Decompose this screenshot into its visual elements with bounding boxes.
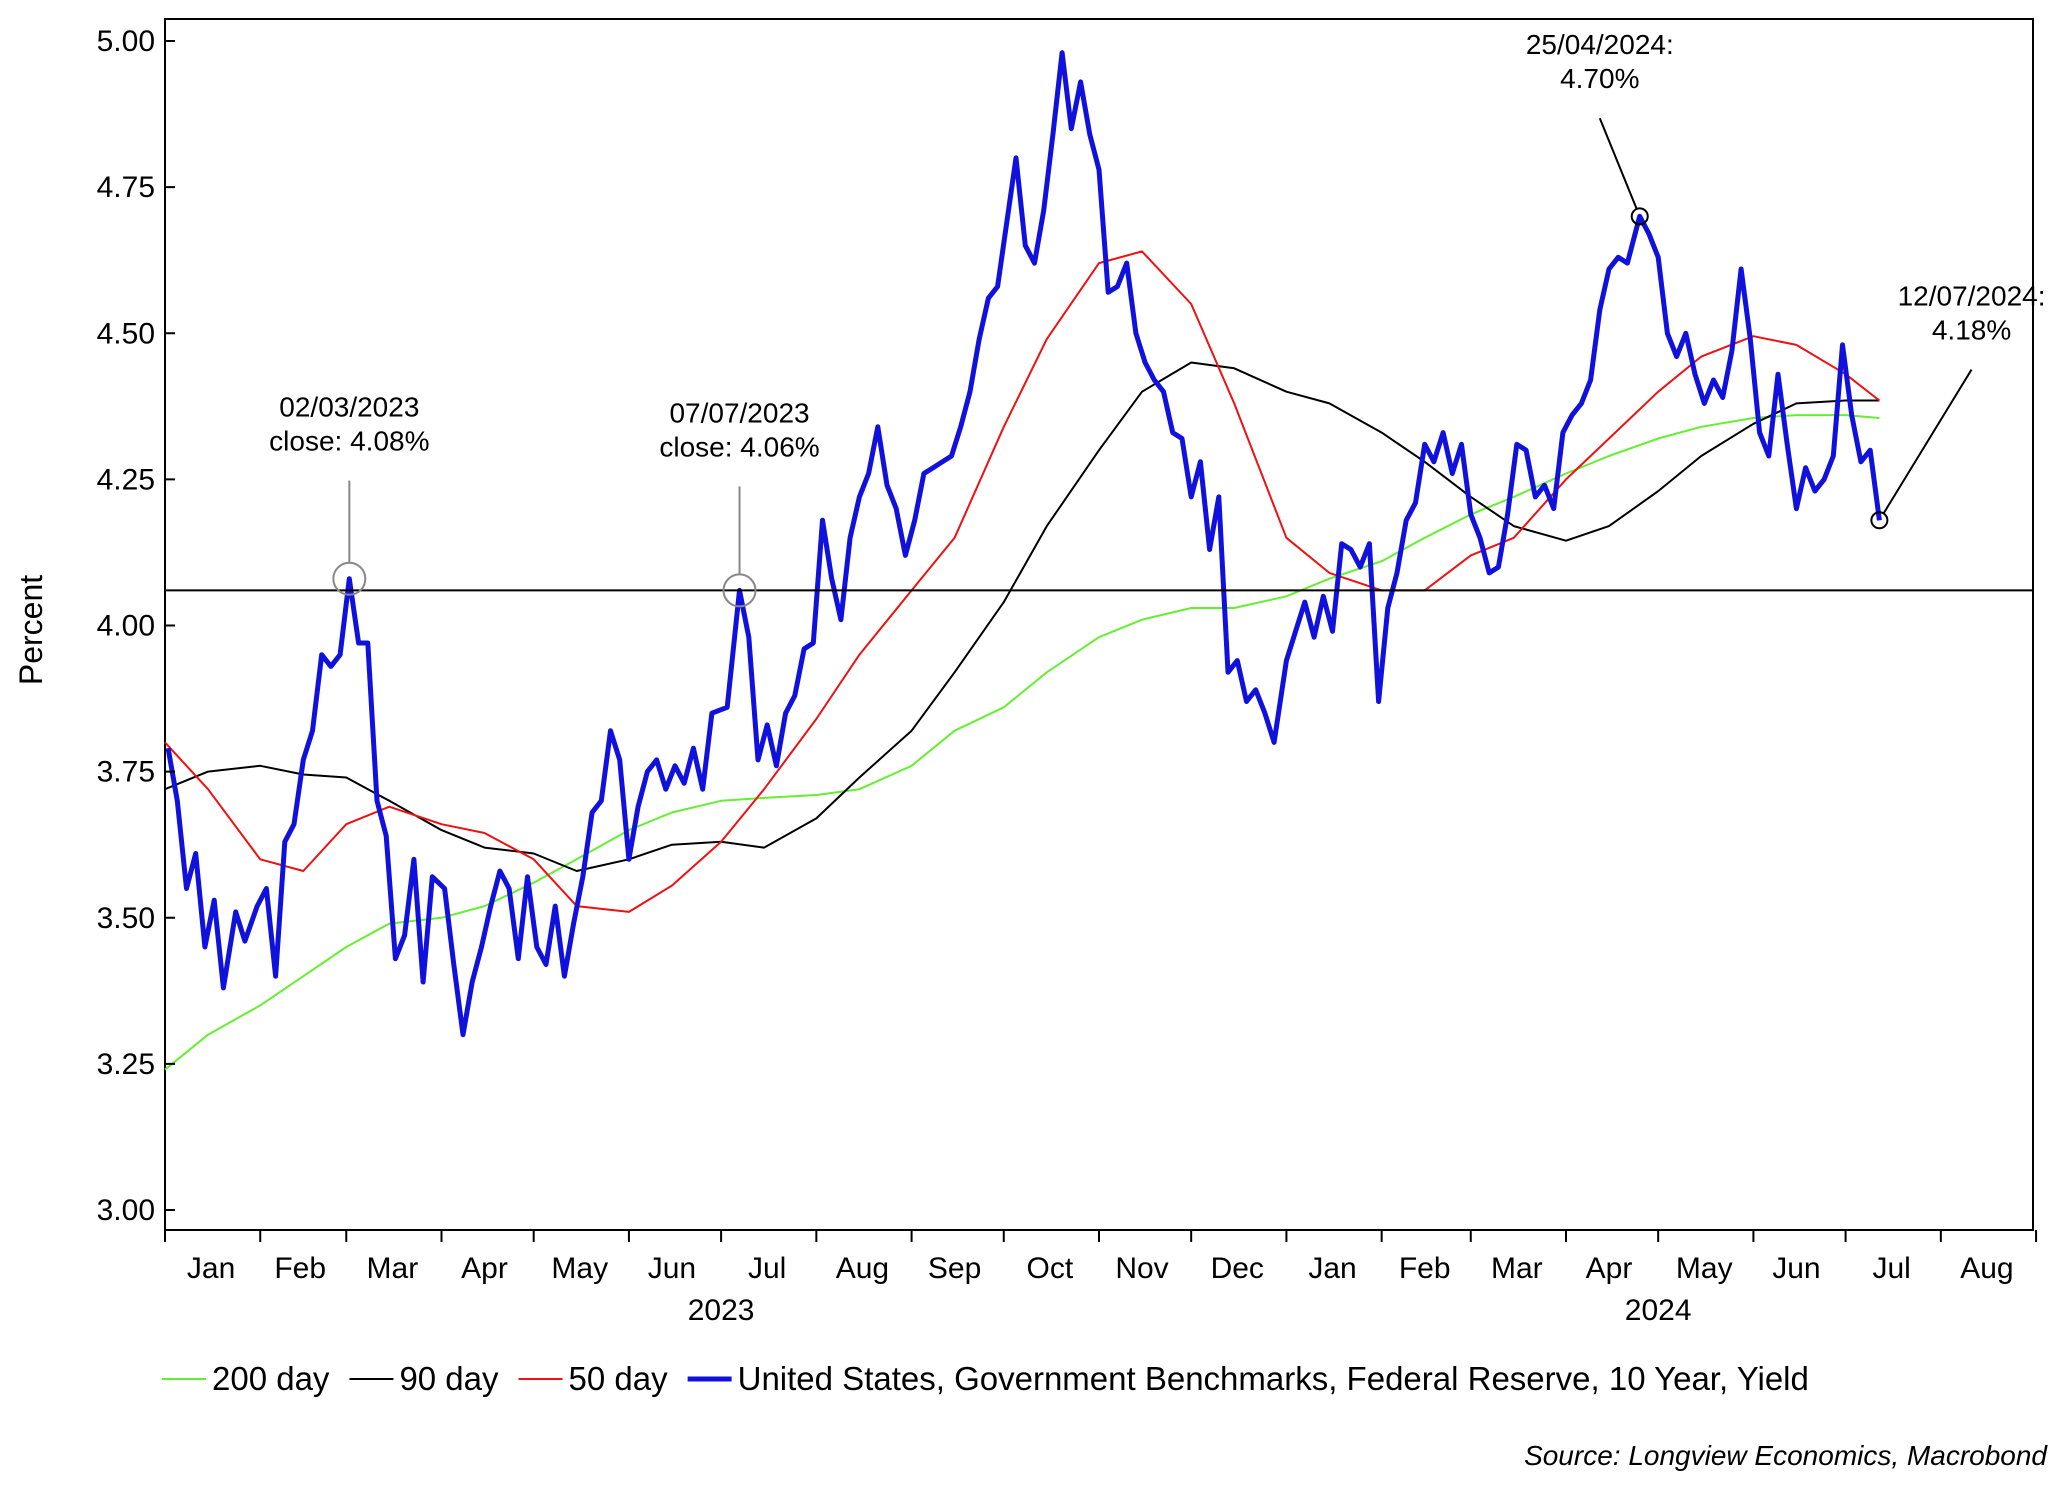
y-tick-label: 3.50 [97,902,155,935]
year-label: 2023 [688,1294,755,1327]
x-tick-label: Feb [274,1252,326,1285]
annotation-label: close: 4.06% [659,431,819,462]
x-tick-label: Sep [928,1252,981,1285]
y-tick-label: 3.25 [97,1048,155,1081]
x-tick-label: Jan [187,1252,235,1285]
series-line-3 [165,50,1882,1038]
series-line-1 [164,361,1880,872]
series-group [164,50,2033,1071]
x-tick-label: May [551,1252,608,1285]
y-tick-label: 4.25 [97,463,155,496]
legend-entry-3: United States, Government Benchmarks, Fe… [738,1360,1809,1397]
y-axis-title: Percent [13,575,49,685]
series-line-2 [164,250,1881,913]
x-tick-label: Jul [748,1252,786,1285]
x-tick-label: Mar [1491,1252,1543,1285]
y-tick-label: 3.00 [97,1194,155,1227]
legend-entry-1: 90 day [399,1360,499,1397]
legend-entry-0: 200 day [212,1360,330,1397]
annotation-label: 25/04/2024: [1526,29,1674,60]
annotation-label: 07/07/2023 [669,397,809,428]
x-tick-label: Jun [1772,1252,1820,1285]
x-tick-label: Mar [367,1252,419,1285]
annotation-marker [1630,207,1649,226]
x-tick-label: Jul [1872,1252,1910,1285]
annotation-label: 12/07/2024: [1898,281,2046,312]
annotation-marker [332,561,367,596]
y-tick-label: 4.75 [97,171,155,204]
y-tick-label: 4.00 [97,610,155,643]
annotation-marker [722,573,757,608]
y-tick-label: 3.75 [97,756,155,789]
legend-entry-2: 50 day [569,1360,669,1397]
x-tick-label: Nov [1115,1252,1168,1285]
axes: 3.00 3.25 3.50 3.75 4.00 4.25 4.50 4.75 5.00 Jan F… [97,25,2038,1327]
x-tick-label: Apr [1586,1252,1633,1285]
x-tick-label: Aug [836,1252,889,1285]
x-tick-label: Aug [1960,1252,2013,1285]
x-tick-label: May [1676,1252,1733,1285]
annotation-leader [1598,117,1638,210]
y-tick-label: 4.50 [97,317,155,350]
x-tick-label: Oct [1027,1252,1074,1285]
source-note: Source: Longview Economics, Macrobond [1524,1440,2048,1471]
y-tick-label: 5.00 [97,25,155,58]
legend: 200 day 90 day 50 day United States, Govern… [162,1360,1809,1397]
annotation-marker [1870,511,1889,530]
annotation-label: 02/03/2023 [279,392,419,423]
x-tick-label: Feb [1399,1252,1451,1285]
annotation-leader [1882,369,1973,514]
x-tick-label: Jan [1308,1252,1356,1285]
annotation-label: close: 4.08% [269,426,429,457]
x-tick-label: Dec [1211,1252,1264,1285]
year-label: 2024 [1625,1294,1692,1327]
x-tick-label: Jun [648,1252,696,1285]
annotation-label: 4.18% [1932,315,2011,346]
annotation-label: 4.70% [1560,63,1639,94]
x-tick-label: Apr [461,1252,508,1285]
